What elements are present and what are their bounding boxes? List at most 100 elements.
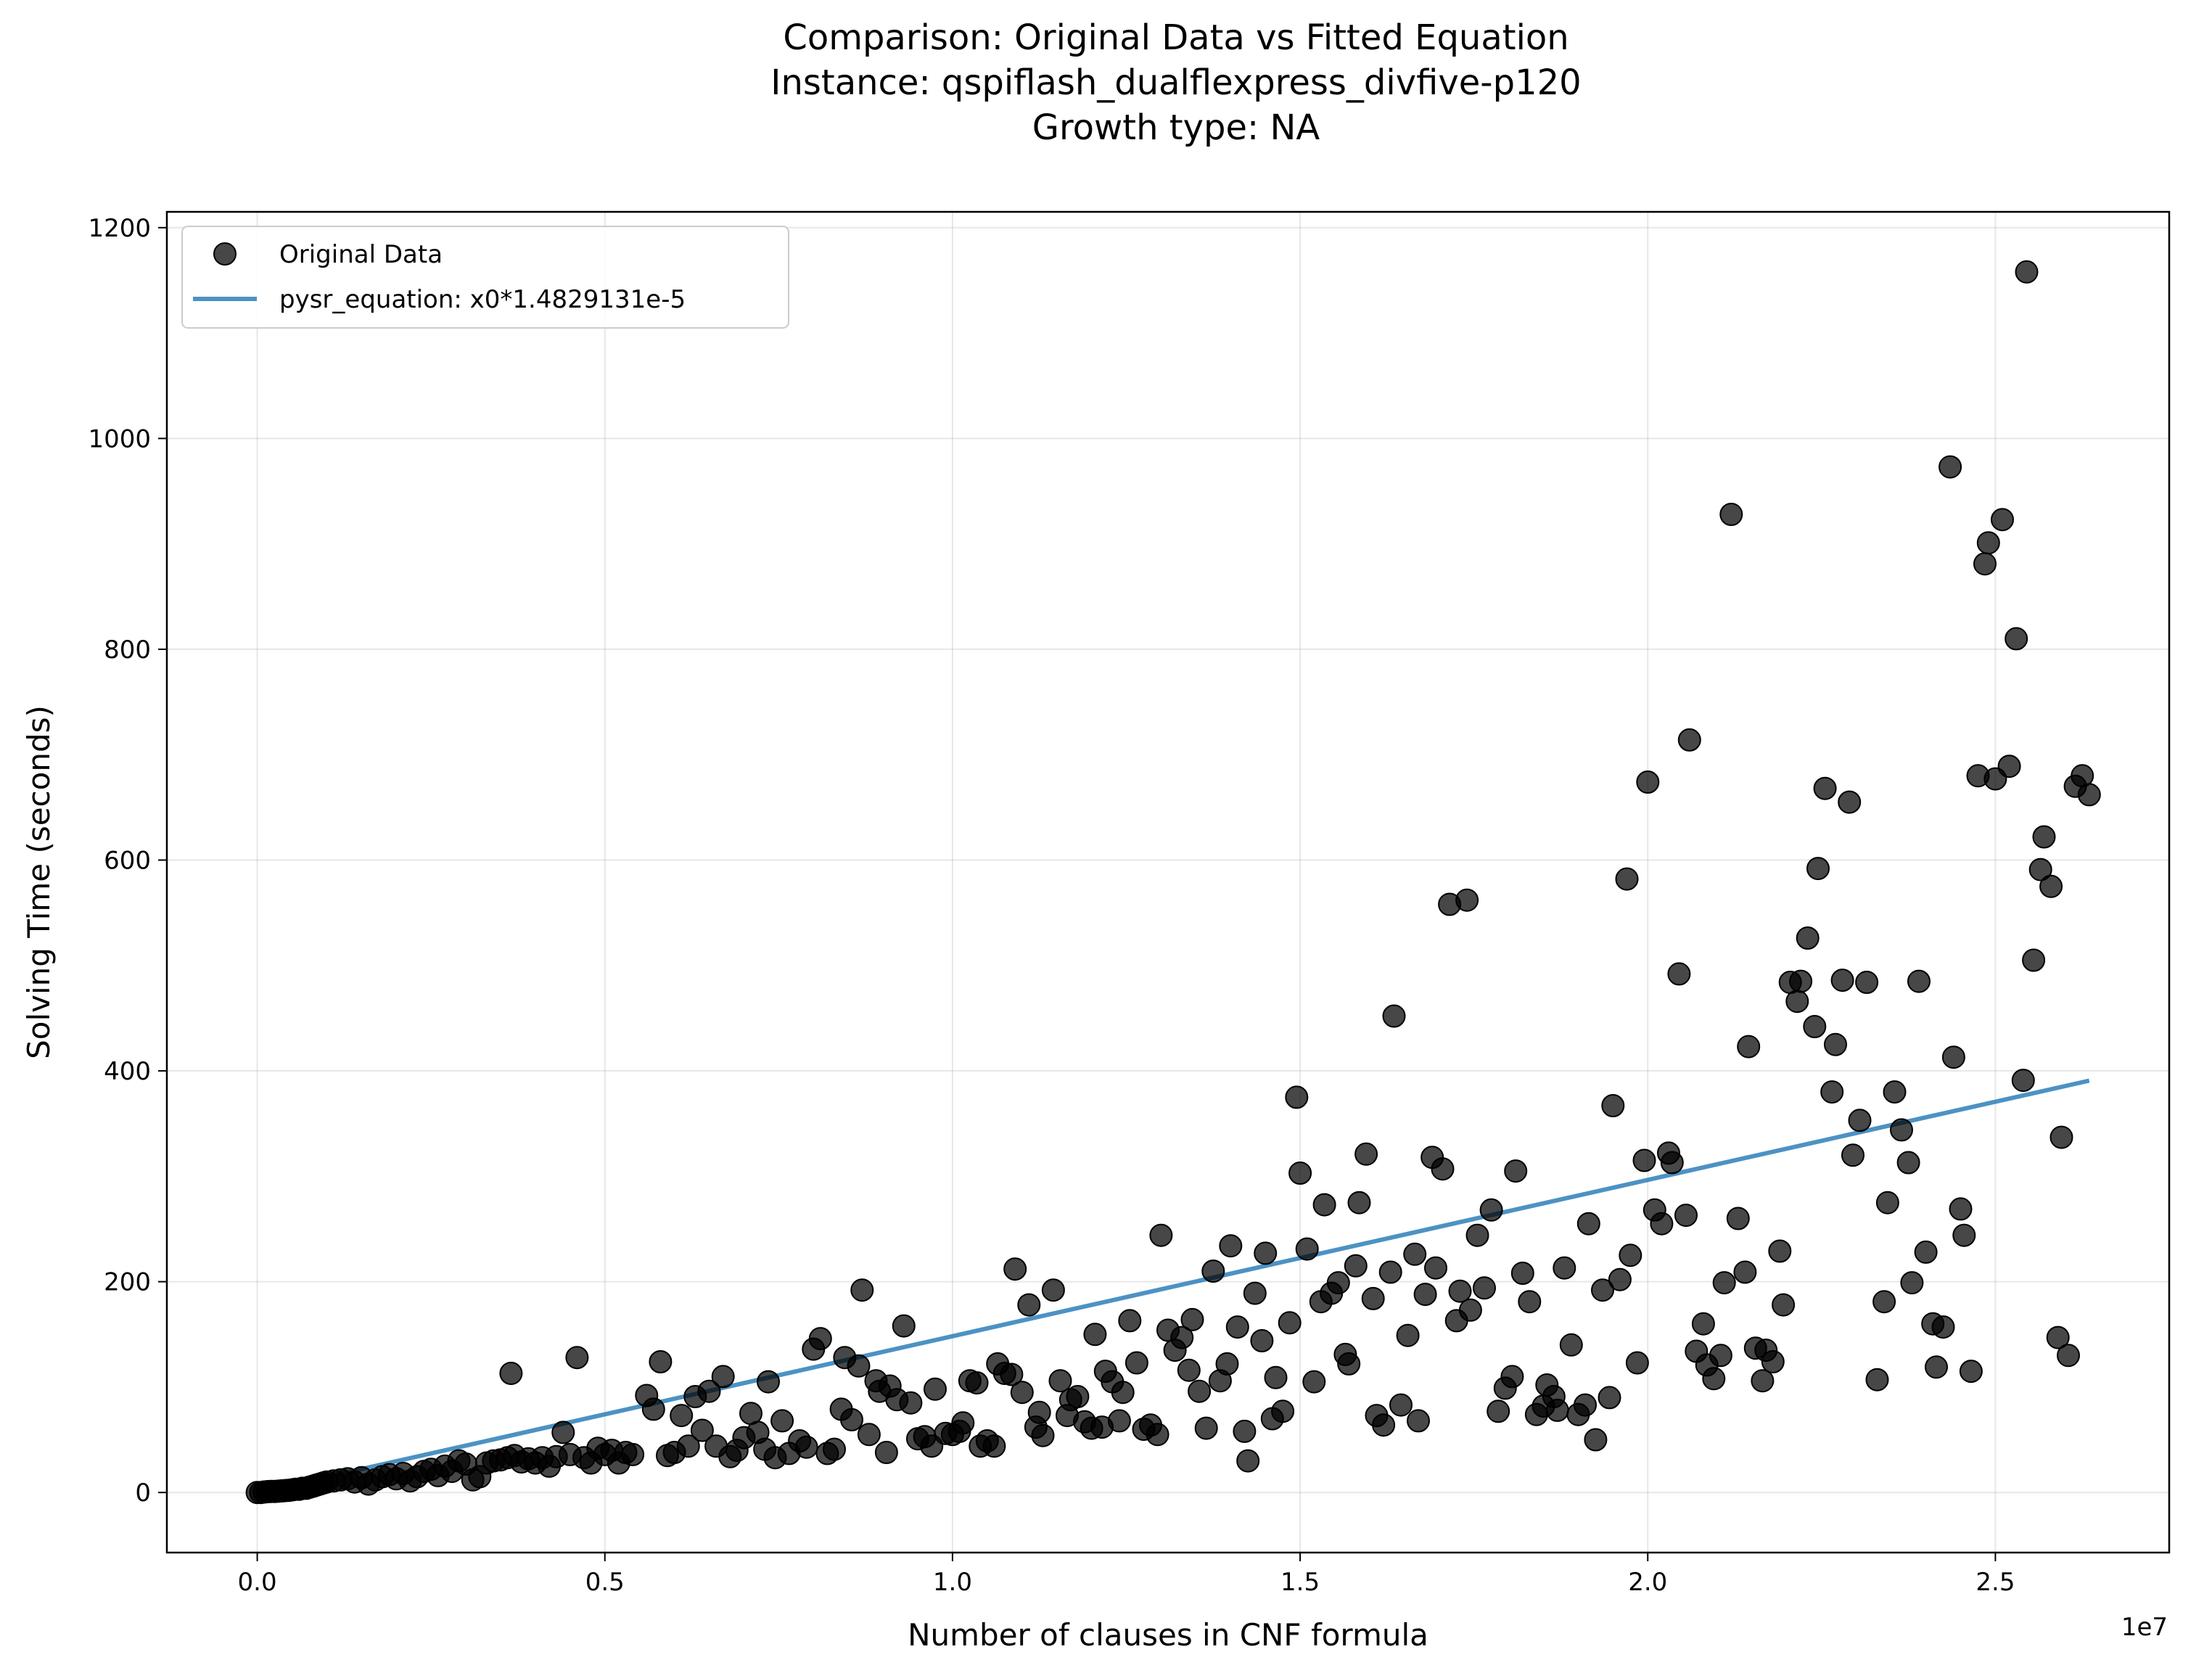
data-point: [1941, 1045, 1965, 1069]
data-point: [1107, 1409, 1131, 1433]
data-point: [1997, 755, 2021, 778]
data-point: [1347, 1191, 1371, 1214]
data-point: [2011, 1069, 2035, 1093]
data-point: [1702, 1367, 1726, 1391]
legend-label-fit-line: pysr_equation: x0*1.4829131e-5: [279, 285, 686, 314]
data-point: [1194, 1416, 1218, 1440]
data-point: [1118, 1309, 1142, 1333]
data-point: [1424, 1256, 1447, 1280]
data-point: [1188, 1379, 1212, 1403]
data-point: [1504, 1159, 1528, 1183]
data-point: [757, 1370, 780, 1394]
data-point: [641, 1397, 665, 1421]
data-point: [1518, 1290, 1542, 1314]
data-point: [621, 1442, 645, 1466]
data-point: [1455, 888, 1479, 912]
data-point: [1848, 1109, 1872, 1133]
plot-area-frame: [165, 210, 2171, 1554]
data-point: [840, 1407, 863, 1431]
chart-title: Comparison: Original Data vs Fitted Equa…: [770, 17, 1581, 148]
data-point: [1083, 1323, 1107, 1347]
data-point: [1041, 1278, 1065, 1302]
data-point: [1761, 1350, 1785, 1373]
data-point: [1219, 1234, 1243, 1258]
data-point: [808, 1327, 832, 1351]
data-point: [899, 1391, 923, 1415]
data-point: [1650, 1212, 1674, 1236]
data-point: [1000, 1362, 1024, 1386]
y-tick-label: 1000: [88, 424, 151, 453]
data-point: [1473, 1276, 1496, 1300]
data-point: [1952, 1223, 1976, 1247]
data-point: [1545, 1398, 1569, 1422]
data-point: [676, 1434, 700, 1458]
data-point: [1938, 455, 1962, 479]
data-point: [711, 1365, 735, 1389]
scatter-points: [245, 260, 2101, 1505]
data-point: [1378, 1260, 1402, 1284]
title-line-3: Growth type: NA: [1032, 107, 1320, 148]
data-point: [1949, 1197, 1973, 1221]
data-point: [2005, 627, 2028, 651]
data-point: [1361, 1286, 1385, 1310]
fit-line-layer: [305, 1078, 2090, 1484]
data-point: [670, 1404, 694, 1428]
data-point: [649, 1350, 673, 1373]
data-point: [1066, 1385, 1090, 1408]
data-point: [1559, 1333, 1583, 1357]
x-axis-label: Number of clauses in CNF formula: [908, 1617, 1428, 1653]
data-point: [1278, 1311, 1302, 1335]
data-point: [1772, 1293, 1796, 1317]
data-point: [1619, 1244, 1642, 1267]
y-tick-label: 800: [104, 636, 151, 665]
data-point: [1959, 1360, 1983, 1384]
data-point: [1124, 1351, 1148, 1375]
data-point: [1789, 969, 1813, 993]
data-point: [1302, 1370, 1326, 1394]
data-point: [1215, 1352, 1239, 1376]
data-point: [1243, 1281, 1267, 1305]
data-point: [1487, 1399, 1510, 1423]
data-point: [2049, 1125, 2073, 1149]
data-point: [1407, 1409, 1430, 1433]
data-point: [1751, 1369, 1775, 1393]
data-point: [1925, 1355, 1948, 1379]
data-point: [1838, 790, 1862, 814]
data-point: [1632, 1148, 1656, 1172]
data-point: [1914, 1240, 1938, 1264]
data-point: [1608, 1267, 1632, 1291]
data-point: [1264, 1365, 1288, 1389]
data-point: [1660, 1151, 1684, 1175]
data-point: [1288, 1162, 1312, 1185]
data-point: [1271, 1399, 1295, 1423]
data-point: [1598, 1386, 1621, 1410]
data-point: [1820, 1080, 1844, 1104]
data-point: [1344, 1254, 1368, 1278]
data-point: [1830, 969, 1854, 992]
data-point: [2015, 260, 2039, 284]
data-point: [982, 1434, 1006, 1458]
data-point: [1465, 1223, 1489, 1247]
data-point: [565, 1346, 589, 1370]
data-point: [1841, 1143, 1864, 1167]
data-point: [1733, 1260, 1757, 1284]
x-tick-label: 2.5: [1975, 1568, 2015, 1597]
data-point: [1448, 1279, 1472, 1303]
legend: Original Data pysr_equation: x0*1.482913…: [181, 226, 789, 329]
fit-line: [305, 1078, 2090, 1484]
data-point: [1677, 728, 1701, 752]
data-point: [1896, 1151, 1920, 1175]
data-point: [892, 1314, 916, 1338]
data-point: [1500, 1365, 1524, 1389]
legend-label-original-data: Original Data: [279, 240, 443, 269]
data-point: [951, 1411, 975, 1435]
x-tick-label: 0.0: [238, 1568, 277, 1597]
data-point: [1403, 1242, 1427, 1266]
data-point: [1976, 531, 2000, 555]
x-tick-label: 1.0: [933, 1568, 972, 1597]
data-point: [1180, 1307, 1204, 1331]
y-axis-ticks: 0 200 400 600 800 1000 1200: [88, 214, 167, 1508]
data-point: [1636, 770, 1660, 794]
data-point: [1824, 1032, 1847, 1056]
data-point: [1625, 1351, 1649, 1375]
